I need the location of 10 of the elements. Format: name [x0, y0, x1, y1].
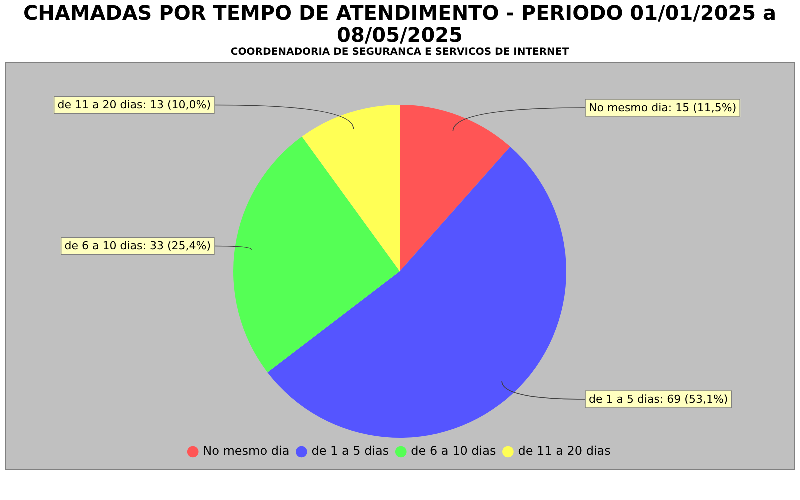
legend-label: de 11 a 20 dias: [518, 444, 611, 458]
chart-subtitle: COORDENADORIA DE SEGURANCA E SERVICOS DE INTERNET: [230, 46, 570, 60]
legend-label: de 6 a 10 dias: [411, 444, 496, 458]
legend-label: de 1 a 5 dias: [312, 444, 390, 458]
data-label: de 6 a 10 dias: 33 (25,4%): [64, 240, 212, 253]
chart-title: CHAMADAS POR TEMPO DE ATENDIMENTO - PERIODO 01/01/2025 a 08/05/2025: [22, 1, 778, 47]
data-label: No mesmo dia: 15 (11,5%): [589, 101, 737, 114]
data-label: de 11 a 20 dias: 13 (10,0%): [58, 98, 212, 112]
legend-label: No mesmo dia: [203, 444, 290, 458]
data-label: de 1 a 5 dias: 69 (53,1%): [589, 392, 728, 406]
